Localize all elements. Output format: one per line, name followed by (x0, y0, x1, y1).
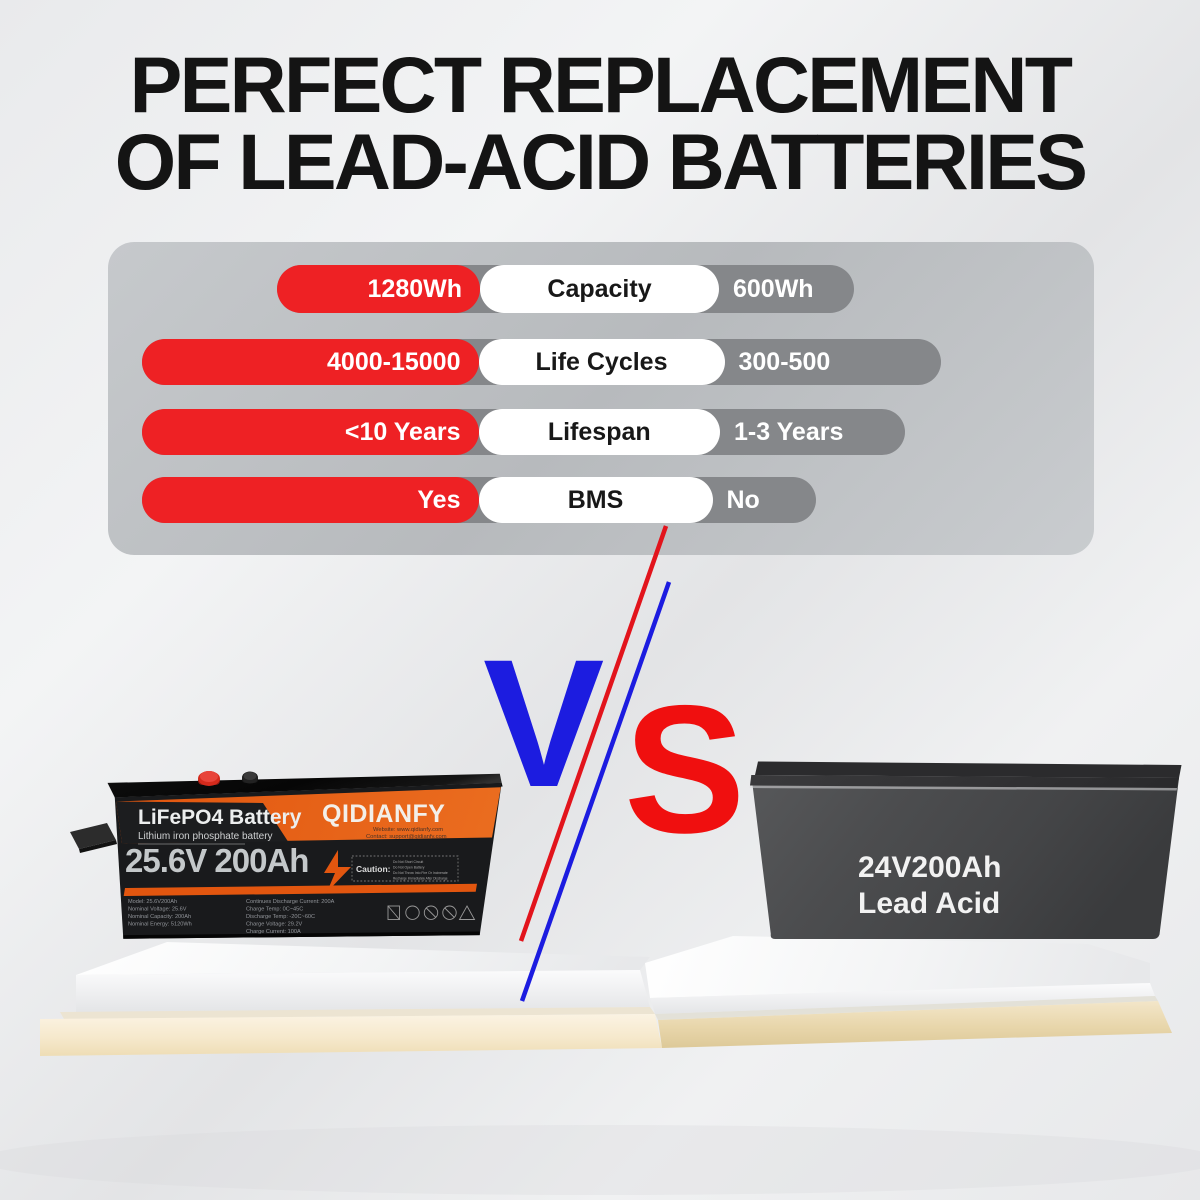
svg-text:Nominal Energy: 5120Wh: Nominal Energy: 5120Wh (128, 922, 192, 928)
svg-text:LiFePO4 Battery: LiFePO4 Battery (138, 806, 302, 829)
svg-text:Charge Voltage: 29.2V: Charge Voltage: 29.2V (246, 922, 303, 928)
svg-text:Charge Temp: 0C~45C: Charge Temp: 0C~45C (246, 907, 303, 913)
svg-text:QIDIANFY: QIDIANFY (322, 800, 445, 828)
svg-text:Lead Acid: Lead Acid (858, 887, 1000, 920)
svg-text:Recharge Immediately After Dis: Recharge Immediately After Discharge (393, 877, 448, 881)
svg-text:Caution:: Caution: (356, 864, 391, 874)
svg-text:24V200Ah: 24V200Ah (858, 851, 1001, 884)
svg-text:Do Not Open Battery: Do Not Open Battery (393, 866, 425, 870)
svg-text:Contact: support@qidianfy.com: Contact: support@qidianfy.com (366, 834, 447, 840)
svg-text:Nominal Voltage: 25.6V: Nominal Voltage: 25.6V (128, 907, 187, 913)
svg-text:Continues Discharge Current: 2: Continues Discharge Current: 200A (246, 899, 335, 905)
svg-text:Model: 25.6V200Ah: Model: 25.6V200Ah (128, 899, 177, 905)
svg-text:Nominal Capacity: 200Ah: Nominal Capacity: 200Ah (128, 914, 191, 920)
svg-text:Website: www.qidianfy.com: Website: www.qidianfy.com (373, 827, 443, 833)
svg-text:Do Not Throw Into Fire Or Inci: Do Not Throw Into Fire Or Incinerate (393, 871, 448, 875)
svg-text:25.6V 200Ah: 25.6V 200Ah (125, 842, 308, 879)
svg-text:Discharge Temp: -20C~60C: Discharge Temp: -20C~60C (246, 914, 315, 920)
svg-text:Do Not Short Circuit: Do Not Short Circuit (393, 860, 423, 864)
svg-text:Lithium iron phosphate battery: Lithium iron phosphate battery (138, 831, 273, 842)
